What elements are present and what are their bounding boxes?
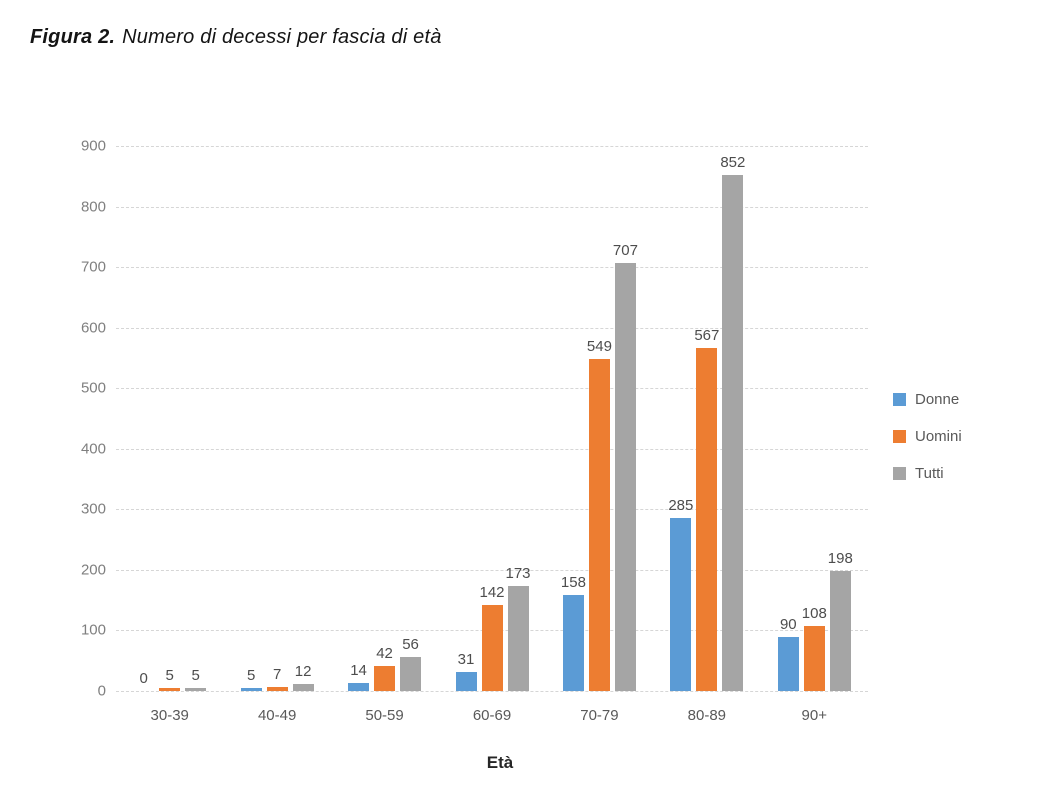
y-axis-tick-label: 500: [80, 379, 106, 397]
bar-uomini-80-89: [696, 347, 718, 691]
figure-number: Figura 2.: [30, 26, 116, 48]
figure-title-text: Numero di decessi per fascia di età: [122, 26, 442, 48]
gridline: [116, 691, 868, 692]
bar-uomini-70-79: [588, 358, 610, 691]
bar-value-label: 7: [272, 665, 282, 683]
bar-value-label: 158: [560, 574, 586, 592]
bar-uomini-40-49: [266, 686, 288, 691]
bar-value-label: 56: [402, 636, 419, 654]
bar-value-label: 42: [376, 644, 393, 662]
bar-donne-90+: [777, 636, 799, 691]
legend-swatch-donne: [893, 393, 906, 406]
bar-donne-50-59: [348, 682, 370, 691]
x-axis-title: Età: [486, 753, 514, 772]
bar-donne-80-89: [670, 518, 692, 691]
bar-tutti-60-69: [507, 586, 529, 691]
gridline: [116, 388, 868, 390]
bar-uomini-30-39: [159, 687, 181, 691]
bar-donne-40-49: [240, 687, 262, 691]
x-axis-tick-label: 60-69: [472, 707, 512, 724]
bar-value-label: 0: [139, 670, 148, 687]
gridline: [116, 569, 868, 571]
y-axis-tick-label: 900: [80, 137, 106, 155]
y-axis-tick-label: 100: [80, 621, 106, 639]
bar-value-label: 852: [720, 154, 746, 172]
x-axis-tick-label: 70-79: [580, 707, 619, 724]
y-axis-tick-label: 300: [80, 500, 106, 518]
x-axis-tick-label: 50-59: [365, 707, 404, 724]
y-axis-tick-label: 800: [80, 198, 106, 216]
bar-value-label: 12: [294, 662, 312, 680]
y-axis-tick-label: 200: [80, 561, 106, 579]
bar-value-label: 5: [191, 666, 200, 684]
gridline: [116, 448, 868, 450]
x-axis-tick-label: 30-39: [150, 707, 189, 724]
legend-label: Tutti: [915, 465, 944, 482]
bar-tutti-50-59: [400, 657, 422, 691]
bar-value-label: 567: [694, 326, 720, 344]
gridline: [116, 267, 868, 269]
x-axis-tick-label: 90+: [801, 707, 828, 724]
bar-tutti-70-79: [614, 262, 636, 691]
legend-label: Donne: [915, 391, 960, 408]
y-axis-tick-label: 0: [97, 682, 106, 700]
y-axis-tick-label: 700: [80, 258, 106, 276]
bar-tutti-40-49: [292, 683, 314, 691]
bar-value-label: 14: [350, 661, 367, 679]
bar-value-label: 142: [479, 584, 505, 601]
gridline: [116, 146, 868, 147]
x-axis-tick-label: 40-49: [257, 707, 297, 724]
legend-item-donne: Donne: [893, 391, 959, 408]
legend-swatch-uomini: [893, 430, 906, 443]
bar-uomini-90+: [803, 625, 825, 691]
bar-tutti-90+: [829, 571, 851, 691]
bar-value-label: 31: [457, 651, 475, 669]
legend-item-tutti: Tutti: [893, 465, 944, 482]
bar-value-label: 198: [827, 550, 853, 568]
legend-swatch-tutti: [893, 467, 906, 480]
bar-uomini-60-69: [481, 605, 503, 691]
x-axis-tick-label: 80-89: [687, 707, 727, 724]
bar-value-label: 707: [612, 241, 638, 259]
gridline: [116, 206, 868, 208]
bar-value-label: 549: [586, 337, 612, 355]
bar-donne-60-69: [455, 672, 477, 691]
bar-value-label: 90: [779, 615, 797, 633]
bar-value-label: 285: [668, 497, 694, 515]
legend-label: Uomini: [915, 428, 962, 445]
bar-uomini-50-59: [374, 665, 396, 691]
bar-value-label: 5: [165, 666, 174, 684]
bar-tutti-30-39: [185, 687, 207, 691]
y-axis-tick-label: 400: [80, 440, 106, 458]
legend-item-uomini: Uomini: [893, 428, 962, 445]
figure-caption: Figura 2. Numero di decessi per fascia di…: [30, 26, 442, 49]
bar-value-label: 5: [246, 666, 256, 684]
gridline: [116, 509, 868, 511]
gridline: [116, 327, 868, 329]
bar-value-label: 108: [801, 604, 827, 622]
bar-donne-70-79: [562, 595, 584, 691]
y-axis-tick-label: 600: [80, 319, 106, 337]
bar-value-label: 173: [505, 565, 531, 583]
bar-tutti-80-89: [722, 175, 744, 691]
